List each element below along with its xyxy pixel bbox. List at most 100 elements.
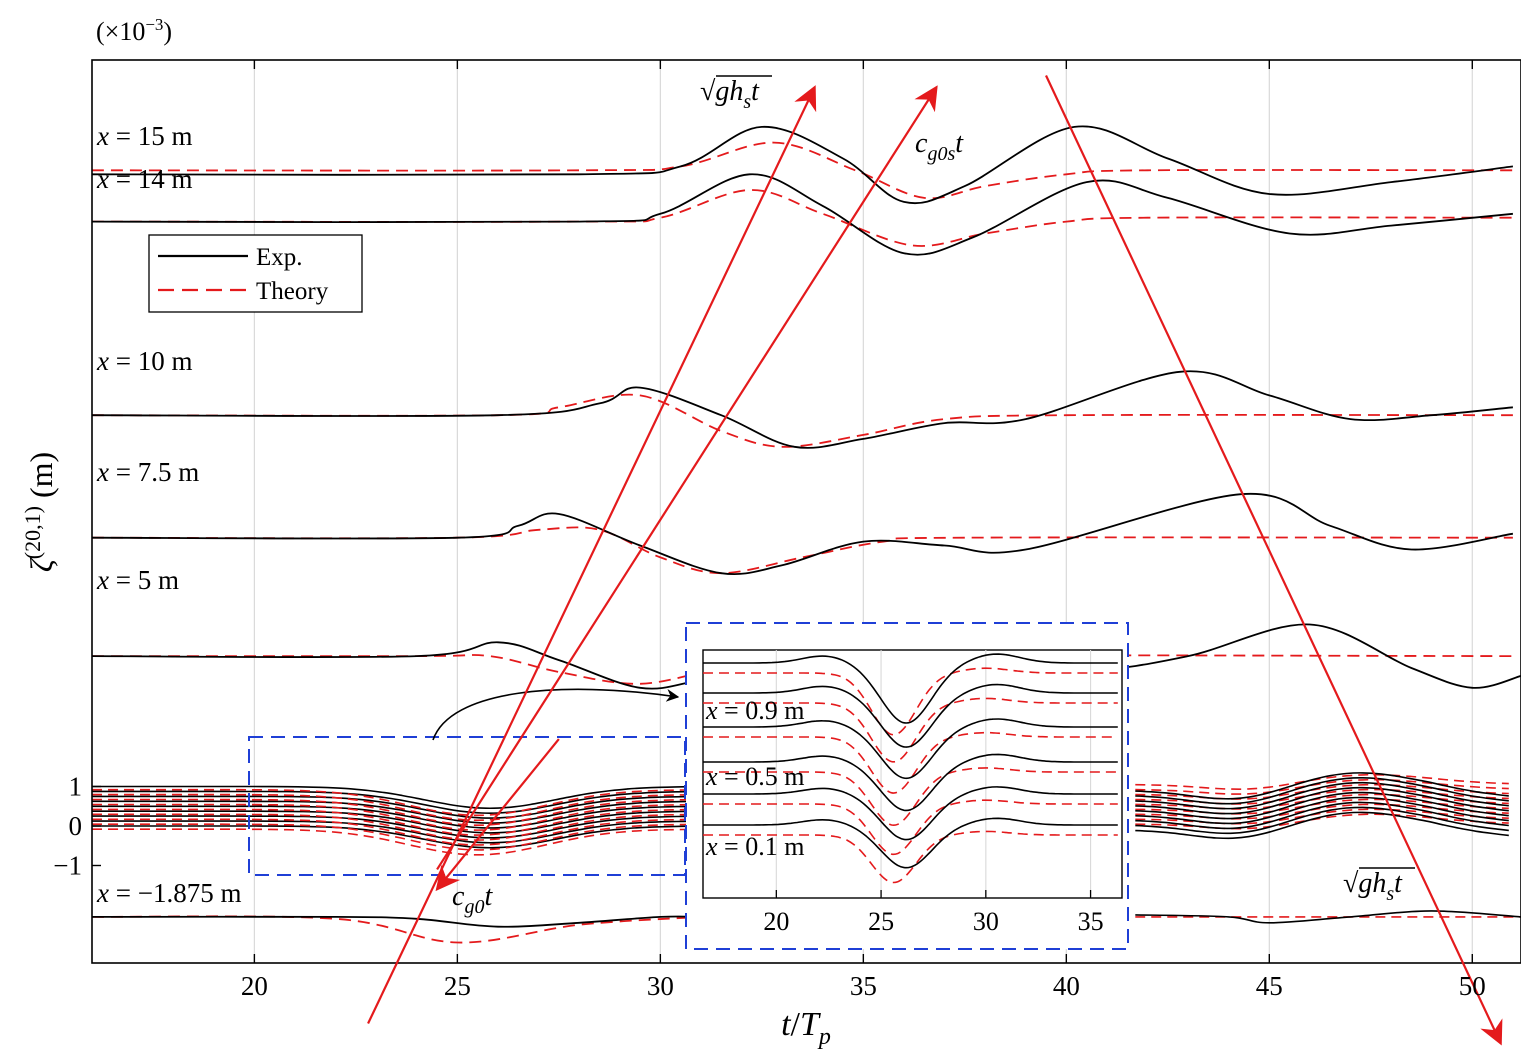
near-theory-left-7 [92, 793, 693, 822]
inset-background [685, 622, 1129, 950]
inset-theory-0 [703, 667, 1118, 736]
inset-exp-1 [703, 683, 1118, 748]
x-tick-label-40: 40 [1053, 971, 1080, 1001]
near-theory-right-0 [1135, 813, 1509, 830]
exp-line-5 [92, 915, 701, 928]
inset-exp-3 [703, 753, 1118, 812]
near-exp-left-0 [92, 825, 693, 849]
exp-line-2 [92, 370, 1513, 449]
trace-label-4: x = 5 m [96, 565, 179, 595]
near-theory-right-4 [1135, 793, 1509, 810]
x-tick-label-25: 25 [444, 971, 471, 1001]
near-theory-left-0 [92, 828, 693, 856]
inset-theory-3 [703, 767, 1118, 826]
inset-theory-5 [703, 830, 1118, 884]
x-tick-label-30: 30 [647, 971, 674, 1001]
trace-label-0: x = 15 m [96, 121, 192, 151]
inset-theory-1 [703, 697, 1118, 763]
near-exp-right-3 [1135, 796, 1509, 825]
near-exp-left-1 [92, 820, 693, 844]
inset-exp-4 [703, 786, 1118, 841]
inset-trace-labels: x = 0.9 m x = 0.5 m x = 0.1 m [705, 696, 804, 861]
inset-tick-label-20: 20 [763, 907, 789, 936]
x-axis-ticks: 20 25 30 35 40 45 50 [241, 60, 1486, 1001]
near-exp-left-3 [92, 810, 693, 834]
near-exp-left-2 [92, 815, 693, 839]
arrow-label-2: cg0t [452, 881, 493, 918]
inset-exp-5 [703, 817, 1118, 869]
near-exp-left-6 [92, 795, 693, 819]
zoom-region-box [248, 736, 686, 876]
x-tick-label-50: 50 [1459, 971, 1486, 1001]
near-theory-right-2 [1135, 803, 1509, 820]
theory-line-0 [92, 141, 1513, 200]
near-exp-right-4 [1135, 791, 1509, 820]
exp-line-3 [92, 492, 1514, 576]
y-tick-label--1: −1 [53, 851, 82, 881]
trace-label-2: x = 10 m [96, 346, 192, 376]
inset-tick-label-35: 35 [1078, 907, 1104, 936]
legend-theory-label: Theory [256, 278, 329, 305]
near-theory-left-3 [92, 813, 693, 841]
near-exp-right-5 [1135, 786, 1509, 815]
x-axis-label: t/Tp [781, 1006, 831, 1050]
near-exp-left-4 [92, 805, 693, 829]
near-theory-right-6 [1135, 783, 1509, 800]
inset-tick-labels: 20 25 30 35 [763, 890, 1104, 936]
near-theory-right-7 [1135, 778, 1509, 795]
trace-label-5: x = −1.875 m [96, 878, 241, 908]
arrow-label-1: cg0st [915, 128, 964, 165]
arrow-1 [436, 85, 938, 871]
near-exp-right-2 [1135, 801, 1509, 830]
near-theory-left-4 [92, 808, 693, 836]
y-tick-label-1: 1 [69, 772, 83, 802]
near-theory-left-5 [92, 803, 693, 831]
legend: Exp. Theory [148, 234, 363, 313]
near-theory-right-8 [1135, 773, 1509, 790]
x-tick-label-35: 35 [850, 971, 877, 1001]
near-theory-right-5 [1135, 788, 1509, 805]
near-exp-right-6 [1135, 781, 1509, 810]
theory-line-5 [92, 915, 701, 944]
arrow-3 [1045, 75, 1503, 1046]
trace-label-1: x = 14 m [96, 164, 192, 194]
near-exp-left-7 [92, 790, 693, 814]
grid-lines [253, 60, 1473, 963]
arrow-2 [435, 738, 560, 892]
x-tick-label-20: 20 [241, 971, 268, 1001]
trace-label-3: x = 7.5 m [96, 457, 199, 487]
inset-label-2: x = 0.1 m [705, 832, 804, 861]
far-exp-right [1135, 910, 1521, 924]
zoom-connector-arrow [432, 688, 680, 741]
inset-tick-label-25: 25 [868, 907, 894, 936]
inset-theory-2 [703, 731, 1118, 794]
near-theory-left-1 [92, 823, 693, 851]
near-exp-right-8 [1135, 772, 1509, 800]
y-tick-label-0: 0 [69, 811, 83, 841]
scale-note: (×10−3) [96, 15, 172, 46]
near-exp-right-0 [1135, 811, 1509, 840]
arrow-label-0: √ghst [700, 76, 760, 113]
near-field-traces [92, 772, 1521, 924]
arrow-label-3: √ghst [1343, 868, 1403, 905]
near-theory-left-6 [92, 798, 693, 827]
inset-traces [703, 653, 1118, 884]
near-exp-right-1 [1135, 806, 1509, 835]
inset-label-0: x = 0.9 m [705, 696, 804, 725]
legend-box [148, 234, 363, 313]
theory-line-3 [92, 526, 1513, 575]
inset-exp-0 [703, 653, 1118, 724]
main-traces [92, 125, 1521, 944]
near-theory-right-1 [1135, 808, 1509, 825]
plot-area [91, 59, 1521, 964]
near-exp-left-5 [92, 800, 693, 824]
y-axis-ticks: 1 0 −1 [53, 772, 101, 881]
inset-theory-4 [703, 799, 1118, 856]
inset-tick-label-30: 30 [973, 907, 999, 936]
y-axis-label: ζ(20,1) (m) [20, 452, 59, 572]
inset-label-1: x = 0.5 m [705, 762, 804, 791]
near-exp-right-7 [1135, 776, 1509, 805]
exp-line-0 [92, 125, 1514, 205]
near-exp-left-8 [92, 785, 693, 810]
